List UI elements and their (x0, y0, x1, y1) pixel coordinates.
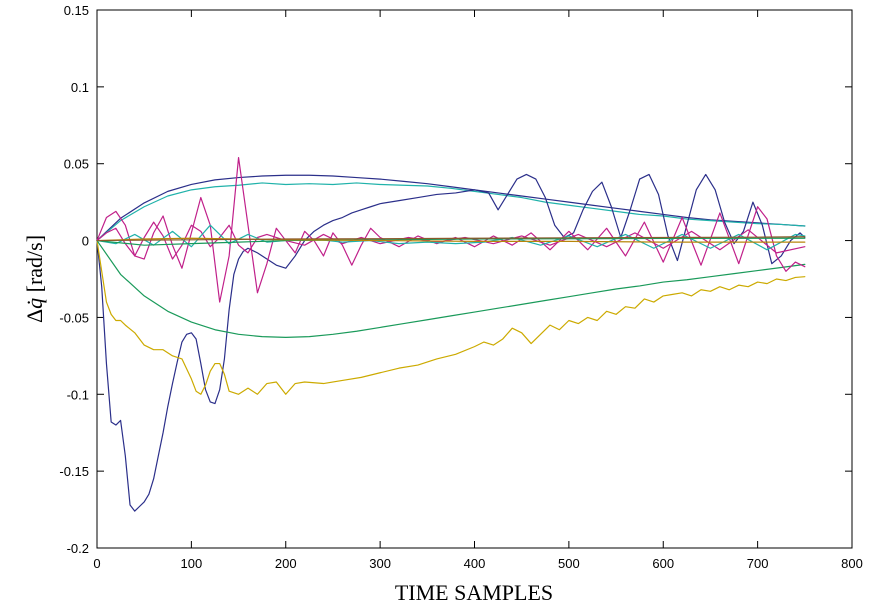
plot-frame (96, 9, 853, 549)
y-axis-title-unit: [rad/s] (22, 235, 47, 298)
series-line-4 (96, 239, 806, 395)
y-tick-label: 0 (82, 234, 89, 249)
x-tick-label: 800 (841, 556, 863, 571)
series-line-11 (96, 236, 806, 242)
x-tick-label: 400 (464, 556, 486, 571)
series-line-9 (96, 237, 806, 246)
x-tick-label: 200 (275, 556, 297, 571)
series-line-6 (96, 156, 806, 303)
y-axis-title-var: q̇ (22, 298, 47, 309)
series-line-5 (96, 239, 806, 339)
series-line-3 (96, 173, 806, 512)
x-axis-title: TIME SAMPLES (395, 580, 553, 605)
x-tick-label: 500 (558, 556, 580, 571)
axis-ticks: 0 100 200 300 400 500 600 700 800 -0.2 -0.15 -0.1 -0… (59, 3, 862, 571)
series-line-10 (96, 237, 806, 243)
x-tick-label: 700 (747, 556, 769, 571)
x-tick-label: 300 (369, 556, 391, 571)
y-tick-label: -0.2 (67, 541, 89, 556)
series-line-1 (96, 174, 806, 242)
y-tick-label: -0.1 (67, 387, 89, 402)
x-tick-label: 0 (93, 556, 100, 571)
x-tick-label: 600 (652, 556, 674, 571)
series-group (96, 156, 806, 512)
y-axis-title-symbol: Δ (22, 309, 47, 323)
series-line-2 (96, 182, 806, 242)
y-tick-label: 0.1 (71, 80, 89, 95)
y-axis-title: Δq̇ [rad/s] (22, 235, 47, 323)
y-tick-label: 0.15 (64, 3, 89, 18)
x-tick-label: 100 (181, 556, 203, 571)
y-tick-label: -0.15 (59, 464, 89, 479)
y-tick-label: -0.05 (59, 310, 89, 325)
y-tick-label: 0.05 (64, 157, 89, 172)
series-line-7 (96, 221, 806, 260)
